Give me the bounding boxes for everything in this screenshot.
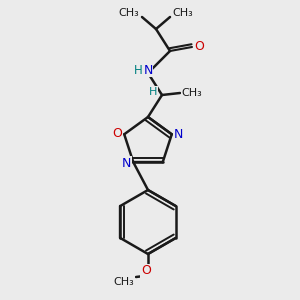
- Text: N: N: [143, 64, 153, 76]
- Text: CH₃: CH₃: [172, 8, 194, 18]
- Text: O: O: [194, 40, 204, 53]
- Text: CH₃: CH₃: [114, 277, 134, 287]
- Text: O: O: [141, 265, 151, 278]
- Text: O: O: [112, 127, 122, 140]
- Text: N: N: [122, 157, 131, 170]
- Text: H: H: [149, 87, 157, 97]
- Text: CH₃: CH₃: [182, 88, 203, 98]
- Text: N: N: [174, 128, 184, 141]
- Text: H: H: [134, 64, 142, 76]
- Text: CH₃: CH₃: [118, 8, 140, 18]
